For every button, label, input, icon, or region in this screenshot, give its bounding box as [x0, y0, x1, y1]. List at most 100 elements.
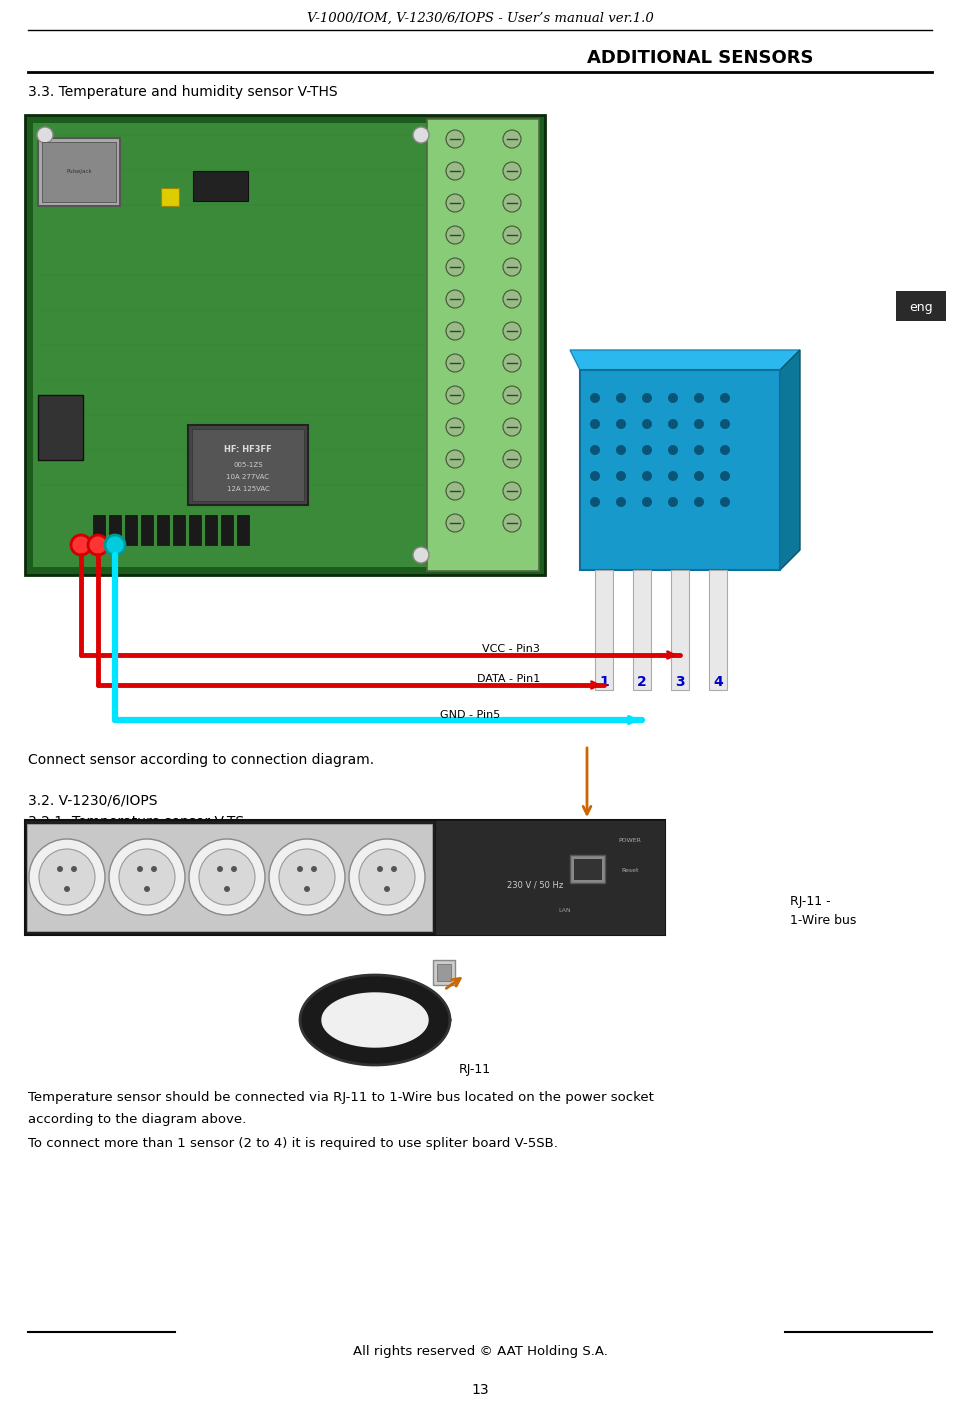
Circle shape	[88, 534, 108, 556]
Circle shape	[377, 866, 383, 871]
Circle shape	[668, 419, 678, 429]
Circle shape	[359, 849, 415, 905]
Text: RJ-11: RJ-11	[459, 1063, 492, 1076]
Circle shape	[616, 471, 626, 481]
Circle shape	[71, 534, 91, 556]
Circle shape	[503, 515, 521, 532]
Bar	[189, 515, 201, 546]
Circle shape	[109, 839, 185, 915]
Text: RJ-11 -
1-Wire bus: RJ-11 - 1-Wire bus	[790, 895, 856, 926]
Circle shape	[71, 866, 77, 871]
Circle shape	[616, 496, 626, 508]
Polygon shape	[570, 350, 800, 369]
Circle shape	[590, 471, 600, 481]
Text: 10A 277VAC: 10A 277VAC	[227, 474, 270, 479]
Circle shape	[137, 866, 143, 871]
Text: 3.2. V-1230/6/IOPS: 3.2. V-1230/6/IOPS	[28, 792, 157, 807]
Bar	[570, 854, 605, 883]
Circle shape	[590, 419, 600, 429]
Bar	[38, 138, 120, 206]
Circle shape	[311, 866, 317, 871]
Circle shape	[413, 127, 429, 142]
Text: according to the diagram above.: according to the diagram above.	[28, 1114, 247, 1127]
Circle shape	[503, 162, 521, 180]
Text: PulseJack: PulseJack	[66, 169, 92, 175]
Circle shape	[503, 195, 521, 212]
Bar	[173, 515, 185, 546]
Bar	[435, 821, 665, 935]
Circle shape	[642, 496, 652, 508]
Circle shape	[503, 130, 521, 148]
Circle shape	[29, 839, 105, 915]
Polygon shape	[300, 974, 450, 1065]
Circle shape	[694, 471, 704, 481]
Circle shape	[446, 226, 464, 244]
Circle shape	[144, 885, 150, 893]
Bar	[433, 960, 455, 986]
Circle shape	[503, 386, 521, 405]
Text: Temperature sensor should be connected via RJ-11 to 1-Wire bus located on the po: Temperature sensor should be connected v…	[28, 1091, 654, 1104]
Circle shape	[590, 393, 600, 403]
Circle shape	[446, 417, 464, 436]
Circle shape	[446, 195, 464, 212]
Text: 005-1ZS: 005-1ZS	[233, 462, 263, 468]
Circle shape	[616, 446, 626, 455]
Text: V-1000/IOM, V-1230/6/IOPS - User’s manual ver.1.0: V-1000/IOM, V-1230/6/IOPS - User’s manua…	[306, 11, 654, 24]
Circle shape	[39, 849, 95, 905]
Bar	[192, 429, 304, 501]
Text: 13: 13	[471, 1383, 489, 1397]
Circle shape	[446, 354, 464, 372]
Circle shape	[105, 534, 125, 556]
Circle shape	[642, 419, 652, 429]
Circle shape	[279, 849, 335, 905]
Bar	[125, 515, 137, 546]
Circle shape	[446, 162, 464, 180]
Circle shape	[446, 290, 464, 307]
Circle shape	[694, 419, 704, 429]
Text: POWER: POWER	[618, 838, 641, 843]
Circle shape	[720, 496, 730, 508]
Text: 12A 125VAC: 12A 125VAC	[227, 486, 270, 492]
Bar	[574, 859, 601, 878]
Circle shape	[446, 258, 464, 276]
Circle shape	[224, 885, 230, 893]
Circle shape	[694, 496, 704, 508]
Bar	[205, 515, 217, 546]
Circle shape	[446, 450, 464, 468]
Bar	[38, 395, 83, 460]
Circle shape	[349, 839, 425, 915]
Text: HF: HF3FF: HF: HF3FF	[224, 446, 272, 454]
Circle shape	[446, 130, 464, 148]
Text: 3.3. Temperature and humidity sensor V-THS: 3.3. Temperature and humidity sensor V-T…	[28, 85, 338, 99]
Bar	[671, 570, 689, 689]
Bar	[580, 369, 780, 570]
Circle shape	[668, 393, 678, 403]
Circle shape	[668, 446, 678, 455]
Bar	[25, 116, 545, 575]
Circle shape	[503, 354, 521, 372]
FancyBboxPatch shape	[896, 290, 946, 321]
Text: 230 V / 50 Hz: 230 V / 50 Hz	[507, 880, 564, 890]
Circle shape	[503, 482, 521, 501]
Polygon shape	[780, 350, 800, 570]
Circle shape	[720, 446, 730, 455]
Circle shape	[217, 866, 223, 871]
Circle shape	[720, 393, 730, 403]
Circle shape	[446, 482, 464, 501]
Circle shape	[642, 393, 652, 403]
Circle shape	[446, 321, 464, 340]
Bar	[193, 171, 248, 202]
Circle shape	[119, 849, 175, 905]
Circle shape	[57, 866, 63, 871]
Text: VCC - Pin3: VCC - Pin3	[482, 644, 540, 654]
Bar	[141, 515, 153, 546]
Circle shape	[446, 515, 464, 532]
Bar	[42, 142, 116, 202]
Text: All rights reserved © AAT Holding S.A.: All rights reserved © AAT Holding S.A.	[352, 1345, 608, 1358]
Circle shape	[269, 839, 345, 915]
Circle shape	[503, 258, 521, 276]
Circle shape	[668, 496, 678, 508]
Circle shape	[503, 321, 521, 340]
Circle shape	[189, 839, 265, 915]
Bar	[109, 515, 121, 546]
